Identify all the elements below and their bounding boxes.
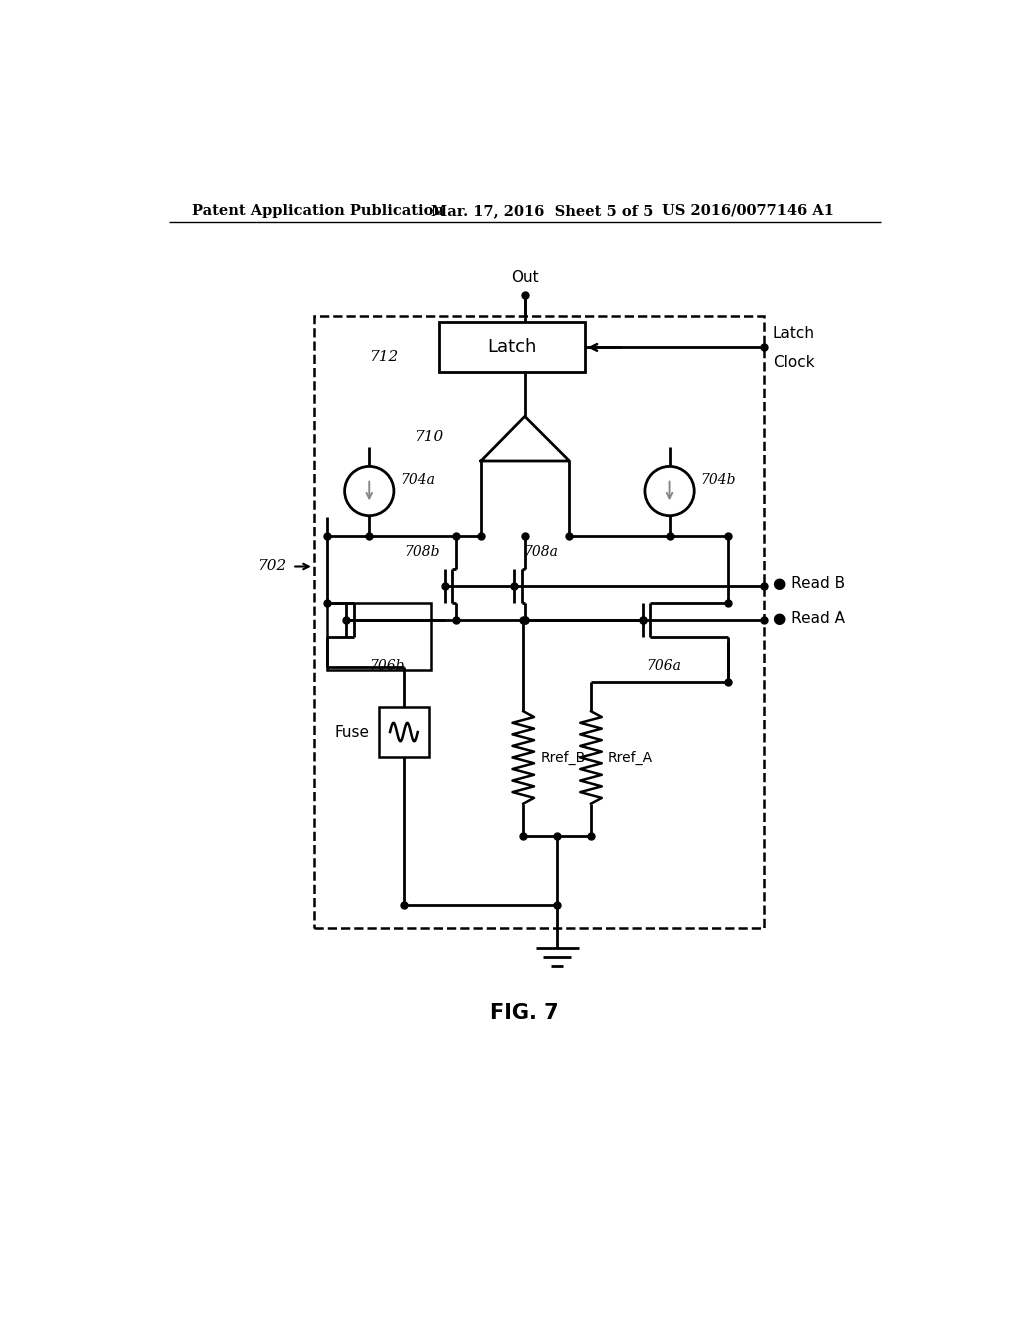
Text: Out: Out — [511, 271, 539, 285]
Polygon shape — [481, 416, 569, 461]
Text: 702: 702 — [258, 560, 287, 573]
Bar — [313, 317, 764, 928]
Text: ● Read A: ● Read A — [773, 611, 845, 626]
Text: 708b: 708b — [403, 545, 439, 558]
Text: 706b: 706b — [370, 659, 404, 673]
Text: Patent Application Publication: Patent Application Publication — [193, 203, 444, 218]
Text: Mar. 17, 2016  Sheet 5 of 5: Mar. 17, 2016 Sheet 5 of 5 — [431, 203, 653, 218]
Text: 704b: 704b — [700, 473, 736, 487]
Text: Clock: Clock — [773, 355, 814, 370]
Bar — [379, 706, 429, 758]
Text: 712: 712 — [370, 350, 398, 364]
Text: Latch: Latch — [487, 338, 537, 356]
Text: 704a: 704a — [400, 473, 435, 487]
Text: US 2016/0077146 A1: US 2016/0077146 A1 — [662, 203, 834, 218]
Bar — [438, 322, 585, 372]
Text: Fuse: Fuse — [334, 725, 370, 739]
Text: 706a: 706a — [646, 659, 681, 673]
Text: 708a: 708a — [523, 545, 558, 558]
Text: ● Read B: ● Read B — [773, 576, 845, 591]
Text: 710: 710 — [414, 430, 443, 444]
Bar — [327, 603, 431, 671]
Text: FIG. 7: FIG. 7 — [490, 1003, 559, 1023]
Text: Rref_A: Rref_A — [608, 750, 653, 764]
Text: Latch: Latch — [773, 326, 815, 342]
Text: Rref_B: Rref_B — [541, 750, 586, 764]
